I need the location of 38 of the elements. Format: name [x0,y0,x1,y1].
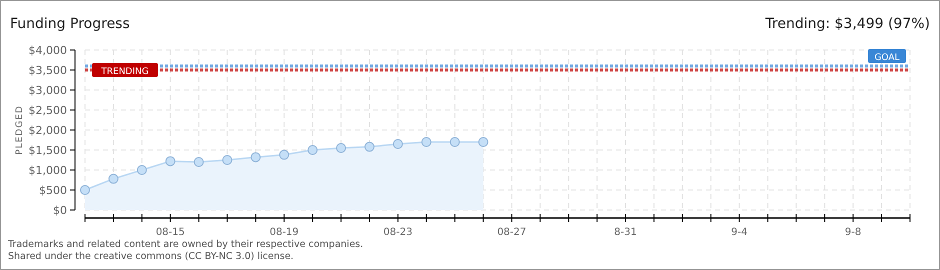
y-tick-label: $500 [39,184,67,197]
chart-title: Funding Progress [10,16,130,32]
x-tick-label: 9-8 [844,227,862,238]
y-tick-label: $4,000 [28,44,67,57]
x-tick-label: 08-19 [270,227,299,238]
point [80,185,90,195]
point [336,143,346,153]
chart-subtitle: Trending: $3,499 (97%) [764,16,930,32]
y-tick-label: $1,500 [28,144,67,157]
ref-line-label: GOAL [874,53,900,63]
text: Shared under the creative commons (CC BY-NC 3.0) license. [8,251,294,262]
point [194,157,204,167]
x-tick-label: 08-27 [497,227,526,238]
y-tick-label: $3,000 [28,84,67,97]
point [478,137,488,147]
point [279,150,290,160]
y-axis-title: PLEDGED [15,105,25,155]
point [136,165,147,175]
point [421,137,432,147]
y-tick-label: $2,000 [28,124,67,137]
ref-line-label: TRENDING [100,67,149,78]
point [450,137,460,147]
x-tick-label: 08-15 [156,227,185,238]
x-tick-label: 08-23 [383,227,412,238]
x-tick-label: 9-4 [731,227,748,238]
point [222,155,232,165]
y-tick-label: $3,500 [28,64,67,77]
point [165,156,176,166]
point [364,142,374,152]
y-tick-label: $2,500 [28,104,67,117]
text: Trademarks and related content are owned by their respective companies. [7,239,364,250]
y-tick-label: $0 [53,204,67,217]
point [108,174,118,184]
x-tick-label: 8-31 [614,227,637,238]
point [308,145,318,155]
point [392,139,403,149]
point [250,152,261,162]
y-tick-label: $1,000 [28,164,67,177]
